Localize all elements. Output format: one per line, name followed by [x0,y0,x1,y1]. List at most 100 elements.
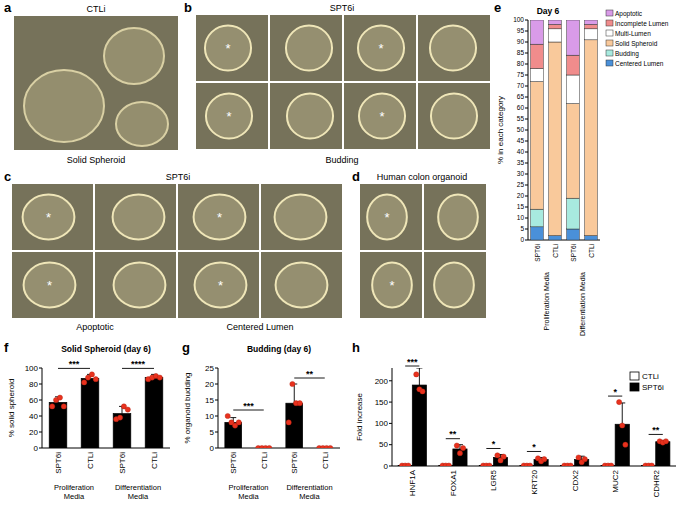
data-point [420,389,425,394]
organoid [114,263,166,308]
micrograph [178,184,259,250]
y-tick [525,53,528,54]
y-tick-label: 60 [517,104,525,111]
y-tick-label: 50 [517,126,525,133]
y-tick-label: 75 [517,71,525,78]
y-tick [525,75,528,76]
bar [49,402,67,448]
chart-title: Solid Spheroid (day 6) [61,344,151,354]
y-tick-label: 90 [517,38,525,45]
organoid [276,263,328,308]
x-tick-label: MUC2 [611,469,620,492]
lumen-marker: * [47,278,52,293]
micrograph [344,83,416,149]
x-tick-label: CTLi [86,452,95,469]
x-tick-label: CDHR2 [652,469,661,497]
significance-label: * [532,442,536,452]
legend-label: Solid Spheroid [615,40,658,48]
y-tick-label: 10 [517,214,525,221]
panel-letter: a [4,0,12,15]
y-tick [525,163,528,164]
data-point [290,381,295,386]
x-tick-label: SPT6i [118,452,127,474]
caption: Budding [325,155,358,165]
x-tick-label: CTLi [588,244,595,258]
y-tick [525,207,528,208]
legend-swatch [606,10,613,16]
x-tick-label: SPT6i [229,452,238,474]
y-tick [215,400,218,401]
group-label: DifferentiationMedia [286,483,332,501]
data-point [457,451,462,456]
data-point [225,413,230,418]
micrograph [270,83,342,149]
figure: aCTLiSolid SpheroidbSPT6i****BuddingcSPT… [0,0,680,528]
y-tick-label: 0 [210,444,215,453]
y-tick [39,448,42,449]
legend-label: Apoptotic [615,10,643,18]
panel-letter: g [182,340,190,355]
data-point [157,375,162,380]
legend-swatch [606,50,613,56]
y-tick-label: 200 [375,377,389,386]
significance-label: **** [131,359,146,369]
panel-title: SPT6i [330,3,355,13]
data-point [617,399,622,404]
y-tick [389,423,392,424]
legend-label: Budding [615,50,639,58]
data-point [542,457,547,462]
y-tick-label: 65 [517,93,525,100]
y-tick-label: 70 [517,82,525,89]
y-tick-label: 20 [29,428,38,437]
bar [81,378,99,448]
y-tick-label: 80 [517,60,525,67]
panel-title: Human colon organoid [377,172,468,182]
y-tick [389,380,392,381]
y-tick [525,20,528,21]
y-tick [525,130,528,131]
y-tick [525,174,528,175]
bar-segment [531,82,544,210]
micrograph [95,184,176,250]
y-tick [525,218,528,219]
data-point [61,404,66,409]
bar [113,414,131,448]
y-tick [215,368,218,369]
y-tick [525,185,528,186]
y-tick-label: 55 [517,115,525,122]
organoid [275,195,327,240]
organoid [286,26,332,71]
y-tick-label: 15 [517,203,525,210]
y-tick [39,432,42,433]
group-label: Proliferation Media [543,272,550,330]
data-point [649,463,654,466]
y-axis-label: % solid spheroid [7,379,16,438]
y-tick [525,141,528,142]
x-tick-label: CDX2 [571,469,580,491]
legend-label: Incomplete Lumen [615,20,669,28]
y-tick-label: 30 [517,170,525,177]
panel-letter: f [4,340,9,355]
y-tick [215,416,218,417]
group-label: ProliferationMedia [228,483,268,501]
y-tick-label: 80 [29,380,38,389]
panel-letter: c [4,169,11,184]
lumen-marker: * [218,278,223,293]
label-line: Media [299,492,320,501]
organoid [113,195,165,240]
data-point [620,423,625,428]
x-tick-label: SPT6i [570,244,577,262]
micrograph [424,252,486,318]
data-point [82,380,87,385]
error-bar [291,384,297,403]
panel-letter: e [494,0,501,15]
lumen-marker: * [226,109,231,124]
significance-label: * [492,439,496,449]
y-tick-label: 85 [517,49,525,56]
y-axis-label: % in each category [496,96,505,164]
data-point [328,445,333,448]
bar-segment [531,44,544,68]
x-tick-label: CTLi [150,452,159,469]
micrograph [261,184,342,250]
y-tick [39,368,42,369]
